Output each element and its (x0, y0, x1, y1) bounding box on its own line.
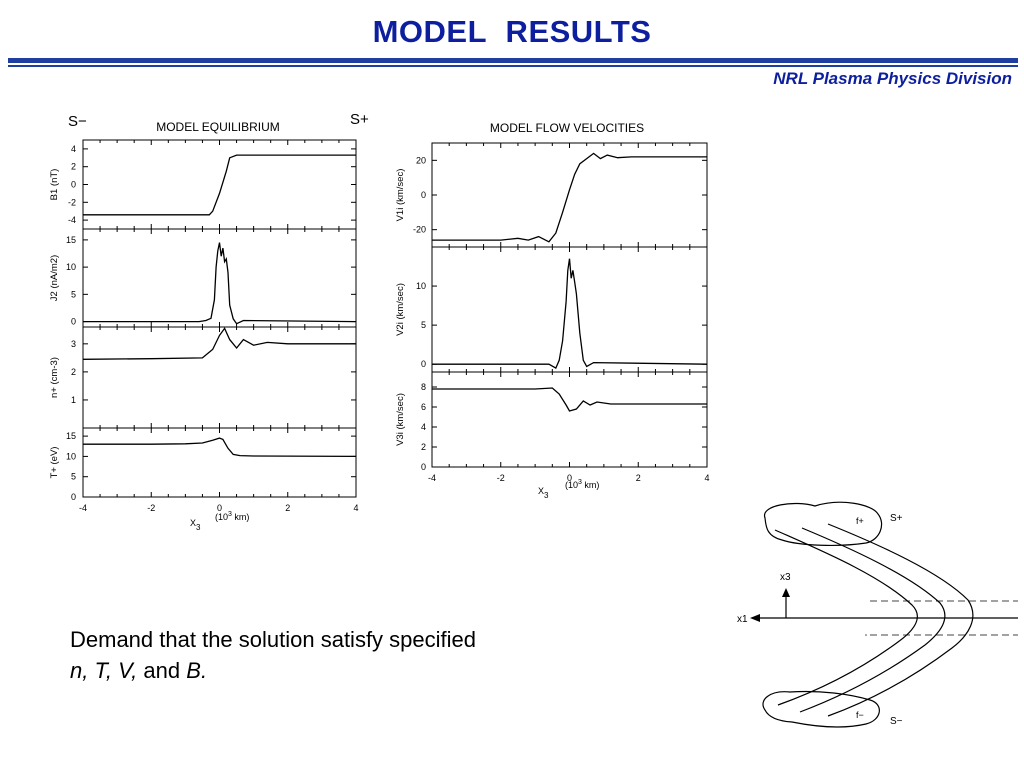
field-line-inner (774, 529, 918, 706)
x1-axis-label: x1 (737, 614, 748, 625)
caption: Demand that the solution satisfy specifi… (70, 624, 476, 686)
x3-arrow-icon (782, 588, 790, 597)
y-tick-label: -20 (413, 225, 426, 235)
caption-var-t: T, (94, 658, 113, 683)
series-line (432, 152, 707, 243)
y-tick-label: 0 (71, 317, 76, 327)
s-plus-label: S+ (350, 111, 369, 128)
x1-arrow-icon (750, 614, 760, 622)
x-tick-label: 0 (567, 473, 572, 483)
s-minus-label: S− (68, 113, 87, 130)
x-tick-label: 2 (285, 503, 290, 513)
x3-axis-label: x3 (780, 572, 791, 583)
x-axis-label: X3 (538, 486, 549, 500)
field-line-diagram: x3 x1 f+ S+ f− S− (737, 501, 1018, 728)
y-tick-label: 5 (71, 472, 76, 482)
y-axis-label: B1 (nT) (49, 169, 60, 201)
y-axis-label: V2i (km/sec) (395, 283, 406, 336)
diagram-s-plus-label: S+ (890, 513, 903, 524)
x-tick-label: -4 (428, 473, 436, 483)
y-tick-label: 4 (71, 144, 76, 154)
y-axis-label: n+ (cm-3) (49, 357, 60, 398)
caption-var-b: B. (186, 658, 208, 683)
y-tick-label: 15 (66, 431, 76, 441)
model-equilibrium-chart: MODEL EQUILIBRIUM 420-2-4B1 (nT)151050J2… (49, 120, 359, 532)
y-tick-label: 20 (416, 155, 426, 165)
x-tick-label: 4 (353, 503, 358, 513)
y-tick-label: 1 (71, 395, 76, 405)
y-tick-label: 15 (66, 235, 76, 245)
series-line (432, 387, 707, 412)
field-line-middle (799, 527, 946, 713)
series-line (83, 242, 357, 325)
x-tick-label: 4 (704, 473, 709, 483)
y-tick-label: 4 (421, 422, 426, 432)
panel-frame (82, 139, 357, 230)
panel-frame (431, 371, 708, 468)
y-tick-label: 2 (421, 442, 426, 452)
y-tick-label: 0 (421, 190, 426, 200)
lower-flux-tube-end (762, 690, 880, 728)
y-tick-label: 10 (416, 281, 426, 291)
y-tick-label: 0 (71, 492, 76, 502)
page-title: MODEL RESULTS (372, 14, 652, 49)
y-axis-label: T+ (eV) (49, 447, 60, 479)
y-tick-label: 2 (71, 367, 76, 377)
panel-frame (431, 142, 708, 248)
caption-line1: Demand that the solution satisfy specifi… (70, 627, 477, 652)
diagram-s-minus-label: S− (890, 716, 903, 727)
series-line (83, 437, 357, 458)
y-tick-label: 5 (421, 320, 426, 330)
x-axis-unit: (103 km) (565, 479, 599, 490)
f-minus-label: f− (856, 710, 864, 720)
series-line (432, 258, 708, 370)
f-plus-label: f+ (856, 516, 864, 526)
series-line (83, 154, 356, 216)
y-tick-label: 10 (66, 262, 76, 272)
header-rule-thick (8, 58, 1018, 63)
y-tick-label: 2 (71, 162, 76, 172)
y-tick-label: 0 (421, 462, 426, 472)
header-rule-thin (8, 65, 1018, 67)
upper-flux-tube-end (764, 501, 883, 546)
y-tick-label: 8 (421, 382, 426, 392)
y-tick-label: 5 (71, 289, 76, 299)
caption-and: and (143, 658, 181, 683)
x-tick-label: -4 (79, 503, 87, 513)
y-axis-label: V1i (km/sec) (395, 169, 406, 222)
panel-frame (82, 326, 357, 429)
y-tick-label: 3 (71, 339, 76, 349)
y-tick-label: 10 (66, 451, 76, 461)
y-tick-label: -2 (68, 197, 76, 207)
y-tick-label: 6 (421, 402, 426, 412)
x-axis-label: X3 (190, 518, 201, 532)
x-tick-label: 2 (636, 473, 641, 483)
x-axis-unit: (103 km) (215, 511, 249, 522)
y-tick-label: 0 (71, 180, 76, 190)
y-axis-label: V3i (km/sec) (395, 393, 406, 446)
dash-dot (865, 634, 867, 636)
x-tick-label: -2 (147, 503, 155, 513)
caption-var-n: n, (70, 658, 89, 683)
series-line (82, 327, 356, 360)
y-tick-label: 0 (421, 359, 426, 369)
field-line-outer (827, 523, 974, 717)
chart-title: MODEL FLOW VELOCITIES (490, 121, 644, 135)
y-axis-label: J2 (nA/m2) (49, 255, 60, 301)
x-tick-label: -2 (497, 473, 505, 483)
chart-title: MODEL EQUILIBRIUM (156, 120, 280, 134)
caption-var-v: V, (118, 658, 138, 683)
y-tick-label: -4 (68, 215, 76, 225)
division-subtitle: NRL Plasma Physics Division (773, 69, 1012, 88)
x-tick-label: 0 (217, 503, 222, 513)
